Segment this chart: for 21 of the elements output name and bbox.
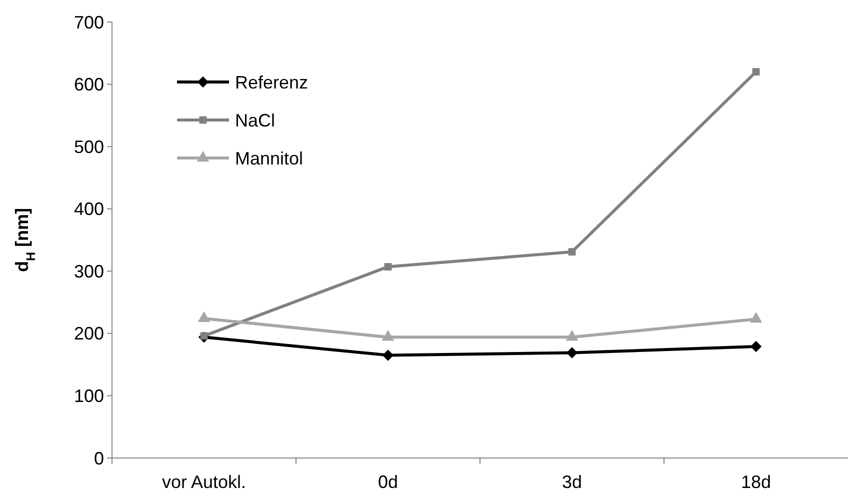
x-tick-label: vor Autokl. xyxy=(162,472,246,492)
y-tick-label: 700 xyxy=(74,12,104,32)
y-tick-label: 500 xyxy=(74,136,104,157)
y-tick-label: 600 xyxy=(74,74,104,95)
x-tick-label: 0d xyxy=(378,472,398,492)
y-tick-label: 300 xyxy=(74,261,104,282)
y-tick-label: 200 xyxy=(74,324,104,344)
point xyxy=(752,68,760,76)
y-tick-label: 0 xyxy=(94,448,104,468)
legend-label: Mannitol xyxy=(235,148,304,168)
legend-label: NaCl xyxy=(235,110,276,130)
point xyxy=(568,248,576,256)
x-tick-label: 18d xyxy=(740,472,772,492)
point xyxy=(566,347,578,358)
x-tick-label: 3d xyxy=(562,472,582,492)
y-tick-label: 400 xyxy=(74,199,104,220)
point xyxy=(382,350,394,361)
y-tick-label: 100 xyxy=(74,386,104,406)
point xyxy=(750,340,762,352)
point xyxy=(384,263,392,270)
legend-label: Referenz xyxy=(235,72,308,92)
